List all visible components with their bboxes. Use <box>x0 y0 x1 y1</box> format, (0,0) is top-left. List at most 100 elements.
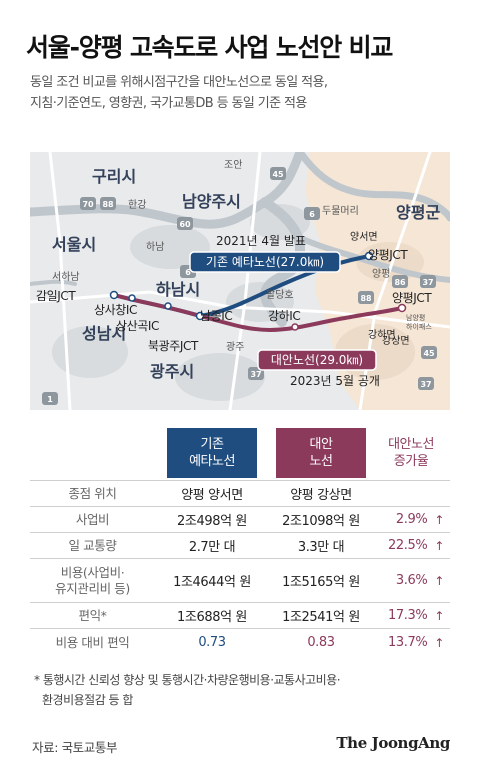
header-original-line2: 예타노선 <box>189 454 235 469</box>
header-increase-rate: 대안노선 증가율 <box>372 428 450 478</box>
shield-37-b: 37 <box>250 370 261 379</box>
shield-45-b: 45 <box>423 349 435 358</box>
region-yangpyeong: 양평군 <box>396 203 440 222</box>
up-arrow-icon: ↑ <box>434 538 444 553</box>
footnote-line-2: 환경비용절감 등 합 <box>42 693 133 707</box>
original-route-box <box>189 251 341 273</box>
shield-6-b: 6 <box>185 268 191 277</box>
region-seoul: 서울시 <box>52 235 96 254</box>
cell-alternative: 3.3만 대 <box>297 540 345 555</box>
label-sangsachang: 상사창IC <box>94 303 137 317</box>
region-guri: 구리시 <box>92 167 136 186</box>
label-gangha: 강하IC <box>268 309 300 323</box>
cell-increase: 2.9% ↑ <box>374 507 450 532</box>
region-seongnam: 성남시 <box>82 324 126 343</box>
original-route-date: 2021년 4월 발표 <box>216 234 306 248</box>
cell-original: 1조4644억 원 <box>173 575 251 590</box>
footnote: * 통행시간 신뢰성 향상 및 통행시간·차량운행비용·교통사고비용· 환경비용… <box>34 670 341 710</box>
row-label: 비용(사업비· 유지관리비 등) <box>30 559 155 602</box>
shield-70: 70 <box>82 200 94 209</box>
cell-increase: 17.3% ↑ <box>374 603 450 628</box>
place-hipass: 하이패스 <box>406 322 432 331</box>
shield-86: 86 <box>394 278 406 287</box>
increase-value: 22.5% <box>388 538 428 553</box>
shield-1: 1 <box>47 395 53 404</box>
place-palgangho: 팔당호 <box>266 289 294 301</box>
increase-value: 3.6% <box>395 573 428 588</box>
page-title: 서울-양평 고속도로 사업 노선안 비교 <box>26 33 393 62</box>
shield-88: 88 <box>102 200 114 209</box>
label-bukgwangju: 북광주JCT <box>148 339 199 353</box>
cell-original: 2.7만 대 <box>188 540 236 555</box>
up-arrow-icon: ↑ <box>434 512 444 527</box>
cell-increase: 13.7% ↑ <box>374 629 450 656</box>
node-sangsangok <box>164 302 172 310</box>
header-alternative-route: 대안 노선 <box>276 428 366 478</box>
increase-value: 13.7% <box>388 635 428 650</box>
cell-alternative: 양평 강상면 <box>290 488 352 503</box>
node-namjong <box>195 311 205 321</box>
place-yangseomyeon: 양서면 <box>350 231 378 243</box>
table-row: 비용 대비 편익 0.73 0.83 13.7% ↑ <box>30 628 450 656</box>
alternative-route-box <box>257 349 377 371</box>
row-label: 일 교통량 <box>68 537 117 553</box>
publisher-logo: The JoongAng <box>336 734 450 752</box>
header-original-line1: 기존 <box>200 437 224 452</box>
place-ganghamyeon: 강하면 <box>368 328 396 341</box>
node-yangpyeong-jct-a <box>364 251 374 261</box>
region-hanam: 하남시 <box>156 280 200 299</box>
original-route-label: 기존 예타노선(27.0㎞) <box>206 255 324 269</box>
row-label-line2: 유지관리비 등) <box>55 580 130 596</box>
cell-original: 1조688억 원 <box>177 610 247 625</box>
table-row: 사업비 2조498억 원 2조1098억 원 2.9% ↑ <box>30 506 450 532</box>
comparison-table: 기존 예타노선 대안 노선 대안노선 증가율 종점 위치 양평 양서면 양평 강상면 … <box>30 428 450 658</box>
subtitle: 동일 조건 비교를 위해시점구간을 대안노선으로 동일 적용, 지침·기준연도,… <box>30 72 328 114</box>
node-seohanam: 서하남 <box>52 270 80 283</box>
up-arrow-icon: ↑ <box>434 573 444 588</box>
place-hangang: 한강 <box>128 199 146 211</box>
source-credit: 자료: 국토교통부 <box>32 740 118 755</box>
shield-6: 6 <box>309 210 315 219</box>
place-hanam-small: 하남 <box>146 240 164 253</box>
label-yangpyeong-jct-a: 양평JCT <box>368 248 408 262</box>
header-alternative-line2: 노선 <box>309 454 333 469</box>
shield-45: 45 <box>272 170 284 179</box>
route-map: 70 88 45 6 60 37 86 88 37 45 1 37 6 구리시 … <box>30 152 450 410</box>
cell-original: 2조498억 원 <box>177 514 247 529</box>
place-namyangpyeong: 남양평 <box>406 313 425 322</box>
table-row: 비용(사업비· 유지관리비 등) 1조4644억 원 1조5165억 원 3.6%… <box>30 558 450 602</box>
shield-37-c: 37 <box>420 380 431 389</box>
footnote-line-1: * 통행시간 신뢰성 향상 및 통행시간·차량운행비용·교통사고비용· <box>34 673 341 687</box>
region-namyangju: 남양주시 <box>182 192 241 211</box>
label-namjong: 남종IC <box>200 309 232 323</box>
node-yangpyeong-jct-b <box>397 303 407 313</box>
header-increase-line1: 대안노선 <box>388 437 434 452</box>
label-yangpyeong-jct-b: 양평JCT <box>392 291 432 305</box>
cell-alternative: 2조1098억 원 <box>282 514 360 529</box>
row-label: 비용 대비 편익 <box>55 634 130 650</box>
shield-88-b: 88 <box>360 294 372 303</box>
place-dumulmeori: 두물머리 <box>322 205 359 217</box>
row-label: 종점 위치 <box>68 485 117 501</box>
shield-60: 60 <box>179 220 191 229</box>
cell-original: 양평 양서면 <box>181 488 243 503</box>
region-gwangju: 광주시 <box>150 362 194 381</box>
row-label-line1: 비용(사업비· <box>60 564 125 580</box>
up-arrow-icon: ↑ <box>434 608 444 623</box>
place-ic-yangpyeong: 양평 <box>372 268 390 280</box>
alternative-route-label: 대안노선(29.0㎞) <box>271 353 363 367</box>
row-label: 사업비 <box>75 511 110 527</box>
label-sangsangok: 상산곡IC <box>116 319 159 333</box>
table-row: 종점 위치 양평 양서면 양평 강상면 <box>30 480 450 506</box>
place-gwangju-small: 광주 <box>226 341 244 353</box>
cell-alternative: 0.83 <box>307 635 335 650</box>
cell-increase: 3.6% ↑ <box>374 559 450 602</box>
subtitle-line-1: 동일 조건 비교를 위해시점구간을 대안노선으로 동일 적용, <box>30 75 328 90</box>
subtitle-line-2: 지침·기준연도, 영향권, 국가교통DB 등 동일 기준 적용 <box>30 96 307 111</box>
place-joan: 조안 <box>224 159 242 171</box>
place-gangsangmyeon: 강상면 <box>382 335 410 347</box>
label-gamil: 감일JCT <box>36 289 76 303</box>
increase-value: 2.9% <box>395 512 428 527</box>
up-arrow-icon: ↑ <box>434 635 444 650</box>
